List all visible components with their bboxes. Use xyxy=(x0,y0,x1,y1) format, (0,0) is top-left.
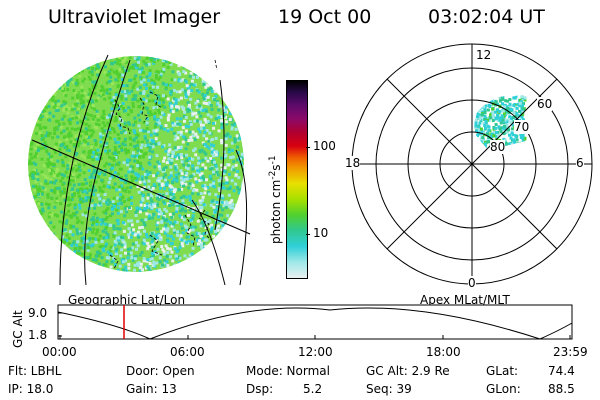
xtick-label-1200: 12:00 xyxy=(298,345,333,359)
gain-status: Gain: 13 xyxy=(126,382,177,396)
colorbar-tick-label-100: 100 xyxy=(313,139,336,153)
xtick-label-1800: 18:00 xyxy=(426,345,461,359)
mlt-label-12: 12 xyxy=(476,48,492,62)
instrument-title: Ultraviolet Imager xyxy=(48,6,221,28)
geo-grid-lines xyxy=(31,54,251,286)
polar-panel-label: Apex MLat/MLT xyxy=(420,293,510,307)
mlat-label-60: 60 xyxy=(537,97,553,111)
altitude-curve xyxy=(57,307,573,340)
glat-label: GLat: xyxy=(486,364,519,378)
altitude-ytick-1.8: 1.8 xyxy=(28,328,48,342)
mode-status: Mode: Normal xyxy=(246,364,330,378)
altitude-plot-frame xyxy=(57,304,573,340)
glon-value: 88.5 xyxy=(548,382,575,396)
geo-panel-label: Geographic Lat/Lon xyxy=(68,293,186,307)
time-label: 03:02:04 UT xyxy=(428,6,545,28)
glat-value: 74.4 xyxy=(548,364,575,378)
glon-label: GLon: xyxy=(486,382,521,396)
seq-status: Seq: 39 xyxy=(366,382,412,396)
coastline-contours xyxy=(109,59,218,270)
ip-status: IP: 18.0 xyxy=(8,382,54,396)
filter-status: Flt: LBHL xyxy=(8,364,62,378)
xtick-label-2359: 23:59 xyxy=(553,345,588,359)
dsp-value: 5.2 xyxy=(303,382,323,396)
colorbar-tick-10 xyxy=(306,234,310,235)
xtick-label-0600: 06:00 xyxy=(170,345,205,359)
altitude-ylabel: GC Alt xyxy=(11,310,25,348)
colorbar xyxy=(286,80,308,279)
mlat-label-70: 70 xyxy=(514,120,530,134)
colorbar-tick-label-10: 10 xyxy=(313,226,329,240)
mlt-label-18: 18 xyxy=(345,156,361,170)
dsp-label: Dsp: xyxy=(246,382,274,396)
altitude-ytick-9: 9.0 xyxy=(28,306,48,320)
mlt-label-0: 0 xyxy=(468,276,476,290)
door-status: Door: Open xyxy=(126,364,195,378)
date-label: 19 Oct 00 xyxy=(278,6,372,28)
gc-alt-status: GC Alt: 2.9 Re xyxy=(366,364,450,378)
mlt-label-6: 6 xyxy=(576,156,584,170)
colorbar-tick-100 xyxy=(306,147,310,148)
mlat-label-80: 80 xyxy=(490,140,506,154)
xtick-label-0000: 00:00 xyxy=(42,345,77,359)
